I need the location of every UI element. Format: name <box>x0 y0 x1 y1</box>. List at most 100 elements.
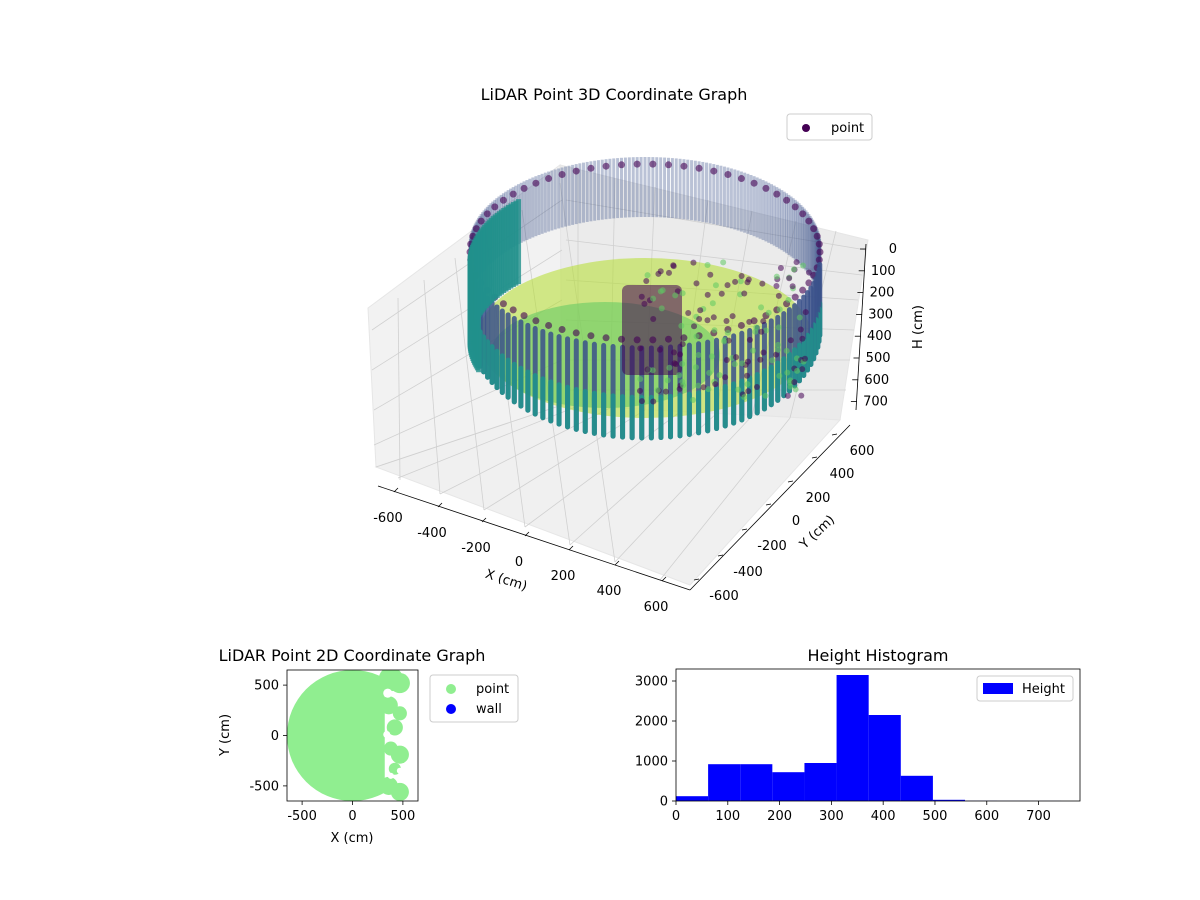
object-point <box>710 314 717 321</box>
object-point <box>790 266 797 273</box>
object-point <box>745 388 752 395</box>
object-point <box>797 326 804 333</box>
histogram-bar <box>868 715 901 801</box>
object-cluster <box>622 285 682 375</box>
object-point <box>706 369 713 376</box>
object-point <box>752 328 759 335</box>
hist-y-tick-label: 2000 <box>635 715 668 730</box>
histogram-bar <box>900 775 933 801</box>
object-point <box>745 276 752 283</box>
object-point <box>769 357 776 364</box>
wall-top-point <box>815 256 823 264</box>
object-point <box>724 282 731 289</box>
x-tick-label: 0 <box>515 555 523 570</box>
y-axis-label: Y (cm) <box>796 513 838 553</box>
hist-x-tick-label: 300 <box>819 809 844 824</box>
wall-top-point <box>816 248 824 256</box>
y-axis-line <box>689 424 851 591</box>
object-point <box>753 384 760 391</box>
wall-top-point <box>799 210 807 218</box>
object-point <box>746 336 753 343</box>
hist-x-tick-label: 500 <box>923 809 948 824</box>
object-point <box>643 278 650 285</box>
object-point <box>696 315 703 322</box>
object-point <box>794 367 801 374</box>
object-point <box>760 318 767 325</box>
object-point <box>773 351 780 358</box>
wall-top-point <box>805 279 813 287</box>
wall-top-point <box>602 162 610 170</box>
point-blob-2d <box>390 745 409 764</box>
legend-2d-wall-label: wall <box>476 702 502 717</box>
wall-top-point <box>558 325 566 333</box>
object-point <box>750 347 757 354</box>
object-point <box>644 366 651 373</box>
wall-top-point <box>791 203 799 211</box>
y-tick-label: 400 <box>830 467 855 482</box>
object-point <box>789 283 796 290</box>
object-point <box>711 327 718 334</box>
object-point <box>799 366 806 373</box>
object-point <box>762 327 769 334</box>
object-point <box>793 259 800 266</box>
x-tick-mark <box>481 517 487 523</box>
chart-histogram: Height Histogram 0 100 200 300 400 500 600 7000… <box>635 646 1081 825</box>
y-tick-label-2d: 500 <box>254 679 279 694</box>
object-point <box>758 304 765 311</box>
y-tick-label-2d: 0 <box>271 729 279 744</box>
object-point <box>777 264 784 271</box>
object-point <box>759 280 766 287</box>
object-point <box>704 262 711 269</box>
hist-y-tick-label: 1000 <box>635 755 668 770</box>
wall-top-point <box>532 179 540 187</box>
x-tick-label-2d: 500 <box>390 809 415 824</box>
z-tick-label: 500 <box>866 351 891 366</box>
wall-top-point <box>815 240 823 248</box>
y-tick-mark <box>811 456 818 459</box>
object-point <box>805 269 812 276</box>
object-point <box>637 387 644 394</box>
object-point <box>679 360 686 367</box>
z-tick-label: 300 <box>868 307 893 322</box>
x-axis-label-2d: X (cm) <box>331 831 374 846</box>
wall-top-point <box>737 321 745 329</box>
object-point <box>672 292 679 299</box>
object-point <box>637 376 644 383</box>
histogram-bar <box>740 764 773 801</box>
object-point <box>657 268 664 275</box>
hist-x-tick-label: 400 <box>871 809 896 824</box>
z-axis-label: H (cm) <box>911 305 926 349</box>
object-point <box>776 372 783 379</box>
wall-top-point <box>572 167 580 175</box>
object-point <box>677 351 684 358</box>
chart-3d-scatter: LiDAR Point 3D Coordinate Graph <box>367 85 926 615</box>
x-tick-mark <box>393 487 399 493</box>
x-tick-label: -200 <box>461 541 491 556</box>
wall-top-point <box>791 293 799 301</box>
wall-top-point <box>664 161 672 169</box>
hist-y-tick-label: 3000 <box>635 675 668 690</box>
wall-top-point <box>477 217 485 225</box>
object-point <box>735 386 742 393</box>
legend-histogram: Height <box>976 675 1074 702</box>
object-point <box>741 290 748 297</box>
wall-top-point <box>520 312 528 320</box>
x-axis-label: X (cm) <box>483 567 529 595</box>
hist-x-tick-label: 600 <box>974 809 999 824</box>
plot-area-2d <box>287 670 418 801</box>
y-tick-label: 200 <box>806 491 831 506</box>
object-point <box>732 278 739 285</box>
chart-2d-title: LiDAR Point 2D Coordinate Graph <box>219 646 486 665</box>
object-point <box>723 357 730 364</box>
object-point <box>724 329 731 336</box>
object-point <box>700 384 707 391</box>
object-point <box>775 324 782 331</box>
point-blob-2d <box>386 719 403 736</box>
histogram-ticks: 0 100 200 300 400 500 600 700 0 1000 2000 3000 <box>635 675 1051 825</box>
object-point <box>716 372 723 379</box>
wall-top-point <box>799 286 807 294</box>
x-tick-label-2d: -500 <box>287 809 317 824</box>
hist-x-tick-label: 200 <box>767 809 792 824</box>
wall-top-point <box>520 184 528 192</box>
